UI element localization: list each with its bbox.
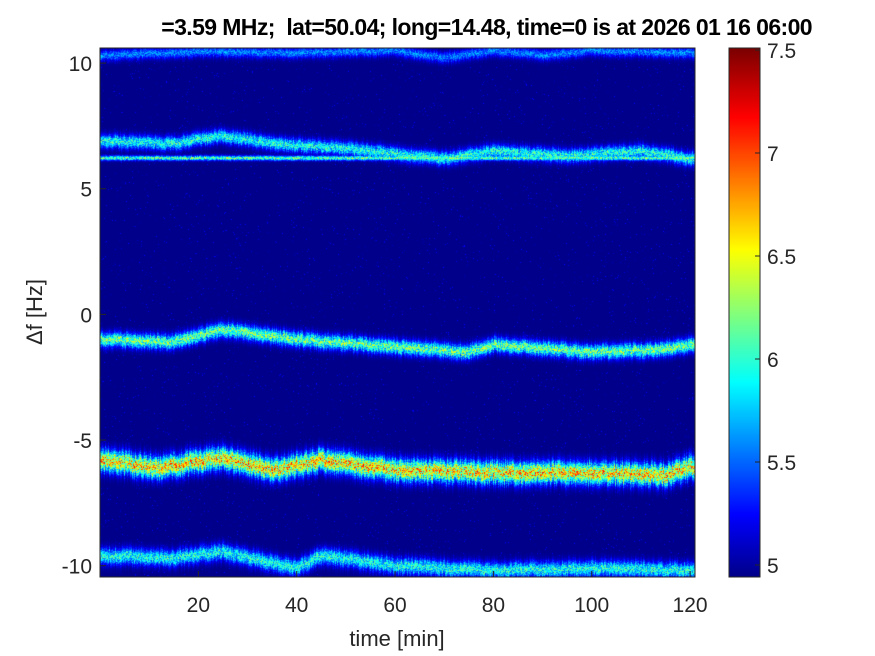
y-tick-label: -5 bbox=[73, 430, 92, 453]
x-tick-label: 40 bbox=[285, 594, 308, 617]
colorbar-tick-label: 5 bbox=[767, 555, 779, 578]
x-tick-label: 100 bbox=[574, 594, 609, 617]
colorbar-tick-label: 6.5 bbox=[767, 246, 796, 269]
colorbar-tick-label: 5.5 bbox=[767, 452, 796, 475]
y-axis-label: Δf [Hz] bbox=[22, 279, 47, 345]
colorbar-frame bbox=[728, 47, 761, 578]
x-tick-label: 80 bbox=[482, 594, 505, 617]
y-tick-label: 10 bbox=[69, 53, 92, 76]
colorbar-tick-label: 6 bbox=[767, 349, 779, 372]
colorbar-tick-label: 7.5 bbox=[767, 40, 796, 63]
colorbar bbox=[729, 48, 760, 577]
x-tick-label: 60 bbox=[383, 594, 406, 617]
y-tick-label: -10 bbox=[62, 556, 92, 579]
x-tick-label: 20 bbox=[187, 594, 210, 617]
colorbar-tick-label: 7 bbox=[767, 143, 779, 166]
x-tick-label: 120 bbox=[673, 594, 708, 617]
y-tick-label: 0 bbox=[80, 304, 92, 327]
chart-title: =3.59 MHz; lat=50.04; long=14.48, time=0… bbox=[161, 14, 812, 40]
y-tick-label: 5 bbox=[80, 179, 92, 202]
plot-frame bbox=[99, 47, 696, 578]
x-axis-label: time [min] bbox=[349, 626, 444, 651]
spectrogram-heatmap bbox=[100, 48, 695, 577]
